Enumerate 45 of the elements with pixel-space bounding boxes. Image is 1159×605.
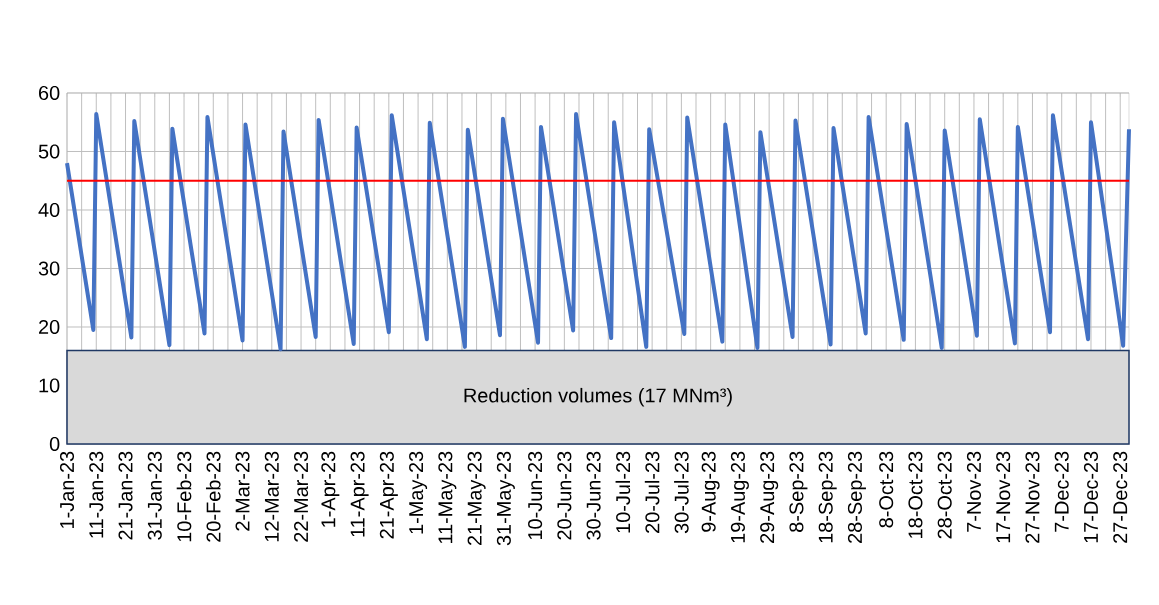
y-tick-label: 30: [38, 261, 60, 276]
x-tick-label: 10-Feb-23: [176, 451, 192, 542]
x-tick-label: 20-Feb-23: [205, 451, 221, 542]
x-tick-label: 30-Jun-23: [586, 451, 601, 540]
y-tick-label: 40: [38, 202, 60, 218]
x-tick-label: 21-May-23: [467, 451, 486, 546]
x-tick-label: 17-Dec-23: [1083, 451, 1099, 543]
x-tick-label: 20-Jul-23: [644, 451, 660, 533]
x-tick-label: 11-May-23: [438, 451, 457, 544]
x-tick-label: 31-Jan-23: [147, 451, 162, 540]
x-tick-label: 21-Jan-23: [118, 451, 133, 540]
x-tick-label: 30-Jul-23: [674, 451, 689, 534]
x-tick-label: 22-Mar-23: [294, 451, 309, 542]
y-tick-label: 50: [38, 144, 60, 159]
x-tick-label: 10-Jul-23: [615, 451, 631, 533]
x-tick-label: 20-Jun-23: [557, 451, 572, 540]
x-tick-label: 10-Jun-23: [528, 451, 543, 540]
x-tick-label: 9-Aug-23: [701, 451, 720, 532]
x-tick-label: 11-Jan-23: [89, 451, 104, 538]
x-tick-label: 28-Sep-23: [847, 451, 866, 543]
x-tick-label: 21-Apr-23: [379, 451, 398, 539]
x-tick-label: 29-Aug-23: [760, 451, 779, 543]
x-tick-label: 1-May-23: [409, 451, 428, 534]
x-tick-label: 12-Mar-23: [264, 451, 279, 542]
y-tick-label: 60: [39, 85, 60, 101]
x-tick-label: 8-Sep-23: [789, 451, 808, 532]
x-tick-label: 18-Oct-23: [908, 451, 923, 538]
x-tick-label: 7-Dec-23: [1054, 451, 1069, 532]
x-tick-label: 27-Nov-23: [1025, 451, 1040, 543]
x-tick-label: 27-Dec-23: [1113, 451, 1128, 543]
x-tick-label: 8-Oct-23: [879, 451, 894, 528]
x-tick-label: 19-Aug-23: [730, 451, 749, 543]
x-tick-label: 1-Jan-23: [59, 451, 75, 528]
band-label: Reduction volumes (17 MNm³): [464, 387, 732, 407]
x-tick-label: 31-May-23: [496, 451, 515, 546]
y-tick-label: 10: [39, 378, 60, 393]
y-tick-label: 20: [39, 319, 60, 335]
x-tick-label: 7-Nov-23: [966, 451, 981, 532]
x-tick-label: 17-Nov-23: [996, 451, 1011, 543]
x-tick-label: 2-Mar-23: [235, 451, 250, 531]
y-tick-label: 0: [49, 436, 60, 452]
x-tick-label: 18-Sep-23: [818, 451, 837, 543]
x-tick-label: 1-Apr-23: [321, 451, 340, 527]
x-tick-label: 11-Apr-23: [350, 451, 369, 537]
x-tick-label: 28-Oct-23: [937, 451, 952, 539]
